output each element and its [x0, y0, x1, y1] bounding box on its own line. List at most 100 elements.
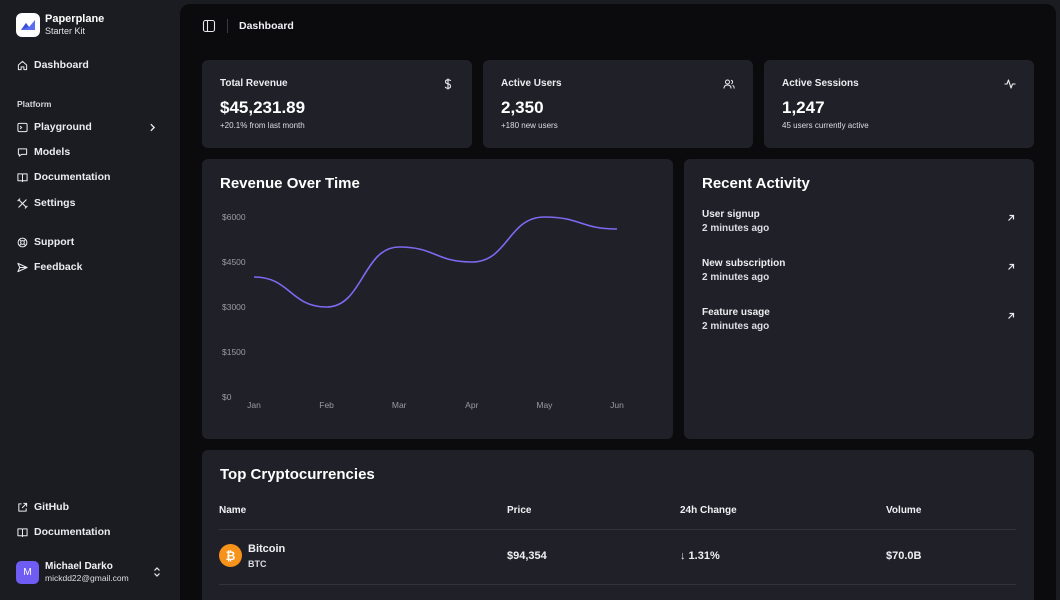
user-menu[interactable]: M Michael Darko mickdd22@gmail.com	[16, 560, 166, 584]
send-icon	[17, 262, 28, 272]
brand-subtitle: Starter Kit	[45, 26, 86, 36]
sidebar-item-documentation[interactable]: Documentation	[17, 169, 167, 185]
stat-card-sessions: Active Sessions 1,247 45 users currently…	[764, 60, 1034, 148]
sidebar-item-dashboard[interactable]: Dashboard	[17, 57, 167, 73]
revenue-line-chart: $0 $1500 $3000 $4500 $6000 Jan Feb Mar Apr May Jun	[222, 212, 624, 410]
column-header-change[interactable]: 24h Change	[680, 505, 737, 516]
arrow-up-right-icon[interactable]	[1006, 311, 1016, 321]
sidebar-toggle-icon[interactable]	[202, 19, 216, 33]
stat-title: Total Revenue	[220, 78, 288, 89]
activity-item[interactable]: User signup 2 minutes ago	[702, 208, 1016, 238]
y-tick-label: $0	[222, 392, 232, 402]
chat-icon	[17, 147, 28, 157]
lifebuoy-icon	[17, 237, 28, 247]
sidebar-item-docs-footer[interactable]: Documentation	[17, 524, 167, 540]
arrow-up-right-icon[interactable]	[1006, 213, 1016, 223]
book-icon	[17, 172, 28, 182]
sidebar-item-settings[interactable]: Settings	[17, 195, 167, 211]
coin-change: ↓ 1.31%	[680, 550, 720, 562]
crypto-table-card: Top Cryptocurrencies Name Price 24h Chan…	[202, 450, 1034, 600]
stat-value: $45,231.89	[220, 98, 306, 117]
recent-activity-card: Recent Activity User signup 2 minutes ag…	[684, 159, 1034, 439]
row-divider	[219, 584, 1016, 585]
activity-item-title: Feature usage	[702, 307, 770, 318]
series-line	[253, 216, 618, 308]
activity-item-title: User signup	[702, 209, 760, 220]
y-tick-label: $4500	[222, 257, 246, 267]
activity-item-title: New subscription	[702, 258, 786, 269]
sidebar-item-label: Documentation	[34, 171, 111, 183]
stat-title: Active Sessions	[782, 78, 859, 89]
sidebar-item-support[interactable]: Support	[17, 234, 167, 250]
x-tick-label: Feb	[319, 400, 334, 410]
main-panel: Dashboard Total Revenue $45,231.89 +20.1…	[180, 4, 1056, 600]
stat-value: 1,247	[782, 98, 825, 117]
coin-symbol: BTC	[248, 559, 267, 569]
row-divider	[219, 529, 1016, 530]
stat-value: 2,350	[501, 98, 544, 117]
paperplane-logo-icon	[16, 13, 40, 37]
arrow-up-right-icon[interactable]	[1006, 262, 1016, 272]
sidebar-item-models[interactable]: Models	[17, 144, 167, 160]
topbar-divider	[227, 19, 228, 33]
external-link-icon	[18, 502, 28, 512]
column-header-price[interactable]: Price	[507, 505, 532, 516]
sidebar-item-label: Support	[34, 236, 75, 248]
users-icon	[723, 79, 735, 89]
coin-volume: $70.0B	[886, 550, 922, 562]
column-header-volume[interactable]: Volume	[886, 505, 922, 516]
revenue-chart-card: Revenue Over Time $0 $1500 $3000 $4500 $6000…	[202, 159, 673, 439]
sidebar-item-label: Settings	[34, 197, 76, 209]
activity-item[interactable]: Feature usage 2 minutes ago	[702, 306, 1016, 336]
sidebar-item-label: Playground	[34, 121, 92, 133]
sidebar-item-label: GitHub	[34, 501, 69, 513]
stat-subtext: +180 new users	[501, 121, 558, 130]
sidebar-item-github[interactable]: GitHub	[17, 499, 167, 515]
x-tick-label: Apr	[465, 400, 478, 410]
activity-icon	[1004, 79, 1016, 89]
x-tick-label: Jan	[247, 400, 261, 410]
brand[interactable]: Paperplane Starter Kit	[16, 13, 104, 37]
home-icon	[17, 60, 28, 70]
x-tick-label: Jun	[610, 400, 624, 410]
user-name: Michael Darko	[45, 560, 113, 572]
bitcoin-icon: ₿	[219, 544, 242, 567]
user-email: mickdd22@gmail.com	[45, 572, 129, 583]
coin-name[interactable]: Bitcoin	[248, 543, 286, 555]
y-tick-label: $6000	[222, 212, 246, 222]
avatar: M	[16, 560, 39, 584]
activity-item-time: 2 minutes ago	[702, 321, 770, 332]
x-tick-label: Mar	[392, 400, 407, 410]
nav-group-label: Platform	[17, 99, 52, 109]
page-title: Dashboard	[239, 20, 294, 32]
topbar: Dashboard	[202, 18, 294, 34]
activity-item-time: 2 minutes ago	[702, 272, 770, 283]
dollar-icon	[444, 78, 452, 90]
activity-title: Recent Activity	[702, 175, 810, 192]
book-icon	[17, 527, 28, 537]
y-tick-label: $3000	[222, 302, 246, 312]
sidebar-item-playground[interactable]: Playground	[17, 119, 167, 135]
chevron-right-icon	[150, 123, 156, 132]
table-title: Top Cryptocurrencies	[220, 466, 375, 483]
column-header-name[interactable]: Name	[219, 505, 247, 516]
activity-item-time: 2 minutes ago	[702, 223, 770, 234]
stat-card-users: Active Users 2,350 +180 new users	[483, 60, 753, 148]
sidebar-item-label: Documentation	[34, 526, 111, 538]
y-tick-label: $1500	[222, 347, 246, 357]
x-tick-label: May	[536, 400, 553, 410]
stat-title: Active Users	[501, 78, 562, 89]
stat-card-revenue: Total Revenue $45,231.89 +20.1% from las…	[202, 60, 472, 148]
brand-name: Paperplane	[45, 13, 105, 25]
terminal-icon	[17, 122, 28, 132]
sidebar-item-feedback[interactable]: Feedback	[17, 259, 167, 275]
stat-subtext: 45 users currently active	[782, 121, 869, 130]
chevrons-up-down-icon	[154, 567, 160, 577]
sidebar-item-label: Models	[34, 146, 71, 158]
sidebar: Paperplane Starter Kit Dashboard Platfor…	[0, 0, 180, 600]
stat-subtext: +20.1% from last month	[220, 121, 305, 130]
activity-item[interactable]: New subscription 2 minutes ago	[702, 257, 1016, 287]
tools-icon	[17, 197, 28, 209]
sidebar-item-label: Dashboard	[34, 59, 89, 71]
coin-price: $94,354	[507, 550, 547, 562]
